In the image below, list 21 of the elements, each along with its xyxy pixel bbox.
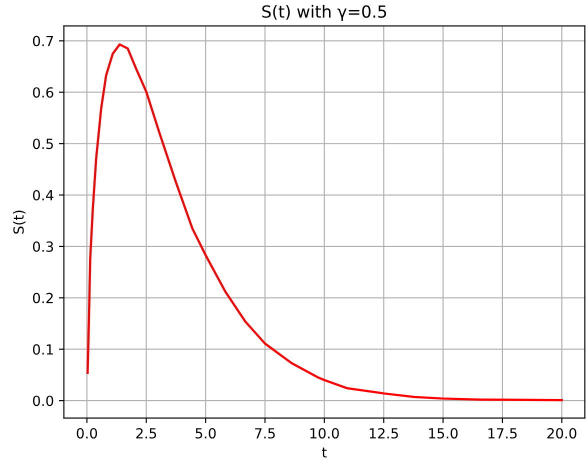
y-tick-label: 0.7 xyxy=(32,36,53,46)
x-tick-label: 5.0 xyxy=(196,428,216,439)
y-tick-label: 0.1 xyxy=(32,344,53,355)
x-tick-label: 0.0 xyxy=(76,428,98,439)
y-tick-label: 0.2 xyxy=(32,292,53,304)
x-tick-label: 12.5 xyxy=(370,428,398,439)
x-tick-label: 17.5 xyxy=(488,428,517,439)
x-tick-label: 15.0 xyxy=(429,428,458,439)
x-axis-title: t xyxy=(322,448,327,458)
y-tick-label: 0.3 xyxy=(32,241,54,252)
chart-title: S(t) with γ=0.5 xyxy=(262,4,386,22)
y-tick-label: 0.6 xyxy=(32,87,54,98)
y-tick-label: 0.0 xyxy=(32,396,54,406)
x-tick-label: 2.5 xyxy=(136,428,156,439)
y-axis-title: S(t) xyxy=(13,210,26,234)
x-tick-label: 20.0 xyxy=(547,428,576,439)
y-tick-label: 0.5 xyxy=(32,138,53,150)
x-tick-label: 7.5 xyxy=(255,428,275,439)
x-tick-label: 10.0 xyxy=(310,428,339,439)
y-tick-label: 0.4 xyxy=(32,190,54,200)
line-series xyxy=(86,43,563,402)
